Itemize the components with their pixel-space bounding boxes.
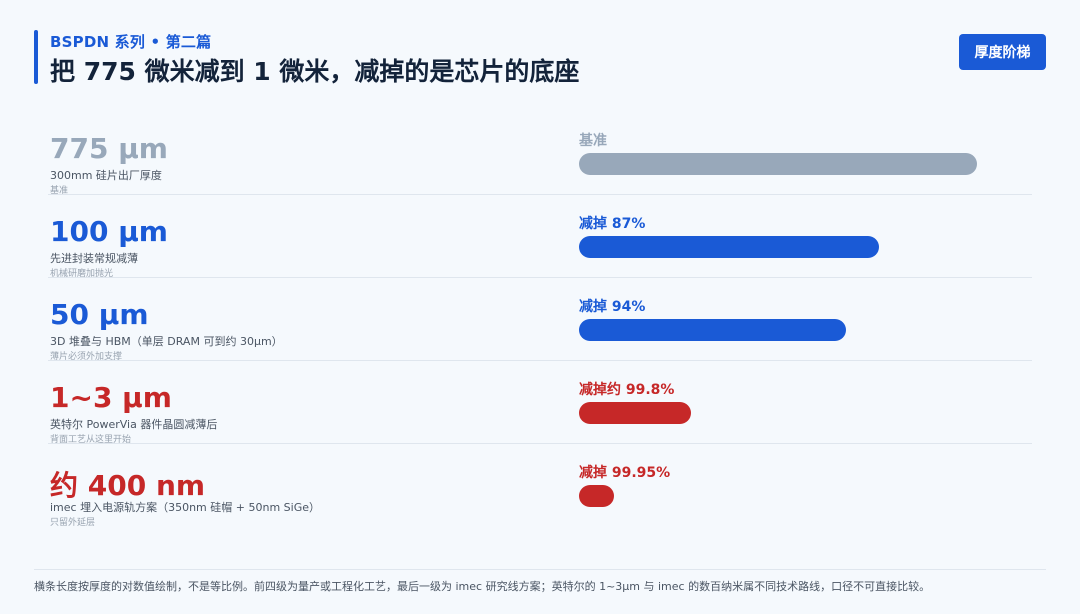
reduction-label: 减掉 99.95% <box>579 465 671 481</box>
thickness-bar <box>579 236 880 258</box>
footnote: 横条长度按厚度的对数值绘制，不是等比例。前四级为量产或工程化工艺，最后一级为 i… <box>34 580 931 593</box>
thickness-bar <box>579 485 615 507</box>
reduction-label: 减掉约 99.8% <box>579 382 675 398</box>
footnote-divider <box>34 569 1046 570</box>
ladder-row: 1~3 µm 英特尔 PowerVia 器件晶圆减薄后 背面工艺从这里开始 减掉… <box>48 361 1032 445</box>
row-note: 机械研磨加抛光 <box>50 269 114 279</box>
row-note: 基准 <box>50 186 69 196</box>
ladder-row: 775 µm 300mm 硅片出厂厚度 基准 基准 <box>48 112 1032 196</box>
row-description: 300mm 硅片出厂厚度 <box>50 169 162 182</box>
page-title: 把 775 微米减到 1 微米，减掉的是芯片的底座 <box>50 57 580 86</box>
row-description: 先进封装常规减薄 <box>50 252 138 265</box>
series-label: BSPDN 系列 • 第二篇 <box>50 33 212 51</box>
row-note: 只留外延层 <box>50 518 96 528</box>
thickness-bar <box>579 319 847 341</box>
bar-track <box>579 319 977 341</box>
reduction-label: 减掉 94% <box>579 299 646 315</box>
reduction-label: 减掉 87% <box>579 216 646 232</box>
reduction-label: 基准 <box>579 133 607 149</box>
bar-track <box>579 485 977 507</box>
row-description: imec 埋入电源轨方案（350nm 硅帽 + 50nm SiGe） <box>50 501 320 514</box>
row-description: 英特尔 PowerVia 器件晶圆减薄后 <box>50 418 218 431</box>
thickness-value: 约 400 nm <box>50 469 206 502</box>
thickness-bar <box>579 153 977 175</box>
ladder-row: 50 µm 3D 堆叠与 HBM（单层 DRAM 可到约 30µm） 薄片必须外… <box>48 278 1032 362</box>
ladder-row: 100 µm 先进封装常规减薄 机械研磨加抛光 减掉 87% <box>48 195 1032 279</box>
thickness-value: 1~3 µm <box>50 381 172 414</box>
bar-track <box>579 153 977 175</box>
thickness-ladder-button[interactable]: 厚度阶梯 <box>959 34 1046 70</box>
row-note: 薄片必须外加支撑 <box>50 352 123 362</box>
thickness-ladder: 775 µm 300mm 硅片出厂厚度 基准 基准 100 µm 先进封装常规减… <box>48 112 1032 528</box>
bar-track <box>579 402 977 424</box>
thickness-value: 775 µm <box>50 132 168 165</box>
row-description: 3D 堆叠与 HBM（单层 DRAM 可到约 30µm） <box>50 335 283 348</box>
bar-track <box>579 236 977 258</box>
title-accent-bar <box>34 30 38 84</box>
thickness-value: 50 µm <box>50 298 149 331</box>
ladder-row: 约 400 nm imec 埋入电源轨方案（350nm 硅帽 + 50nm Si… <box>48 444 1032 528</box>
row-note: 背面工艺从这里开始 <box>50 435 132 445</box>
thickness-bar <box>579 402 691 424</box>
thickness-value: 100 µm <box>50 215 168 248</box>
